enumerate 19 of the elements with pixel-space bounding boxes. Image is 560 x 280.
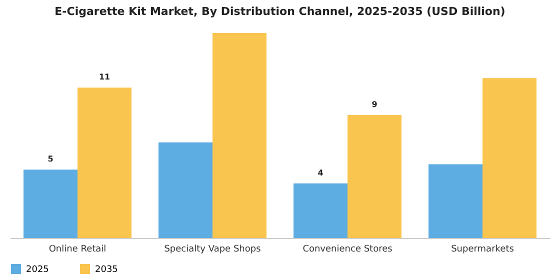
x-tick-label: Specialty Vape Shops xyxy=(164,244,262,254)
bar xyxy=(482,78,536,238)
bar xyxy=(294,183,348,238)
data-label: 5 xyxy=(48,154,54,164)
bar xyxy=(24,170,78,238)
data-label: 9 xyxy=(372,100,378,109)
bar xyxy=(348,115,402,238)
legend-label: 2035 xyxy=(95,265,118,275)
x-tick-label: Online Retail xyxy=(48,244,106,254)
bar xyxy=(158,142,212,238)
x-tick-label: Convenience Stores xyxy=(302,244,393,254)
legend-label: 2025 xyxy=(26,265,49,275)
x-tick-label: Supermarkets xyxy=(451,244,514,254)
data-label: 4 xyxy=(318,168,324,178)
bar xyxy=(78,88,132,238)
bar xyxy=(428,164,482,238)
chart-title: E-Cigarette Kit Market, By Distribution Channel, 2025-2035 (USD Billion) xyxy=(54,5,506,18)
bar xyxy=(212,33,266,238)
data-label: 11 xyxy=(98,72,110,82)
